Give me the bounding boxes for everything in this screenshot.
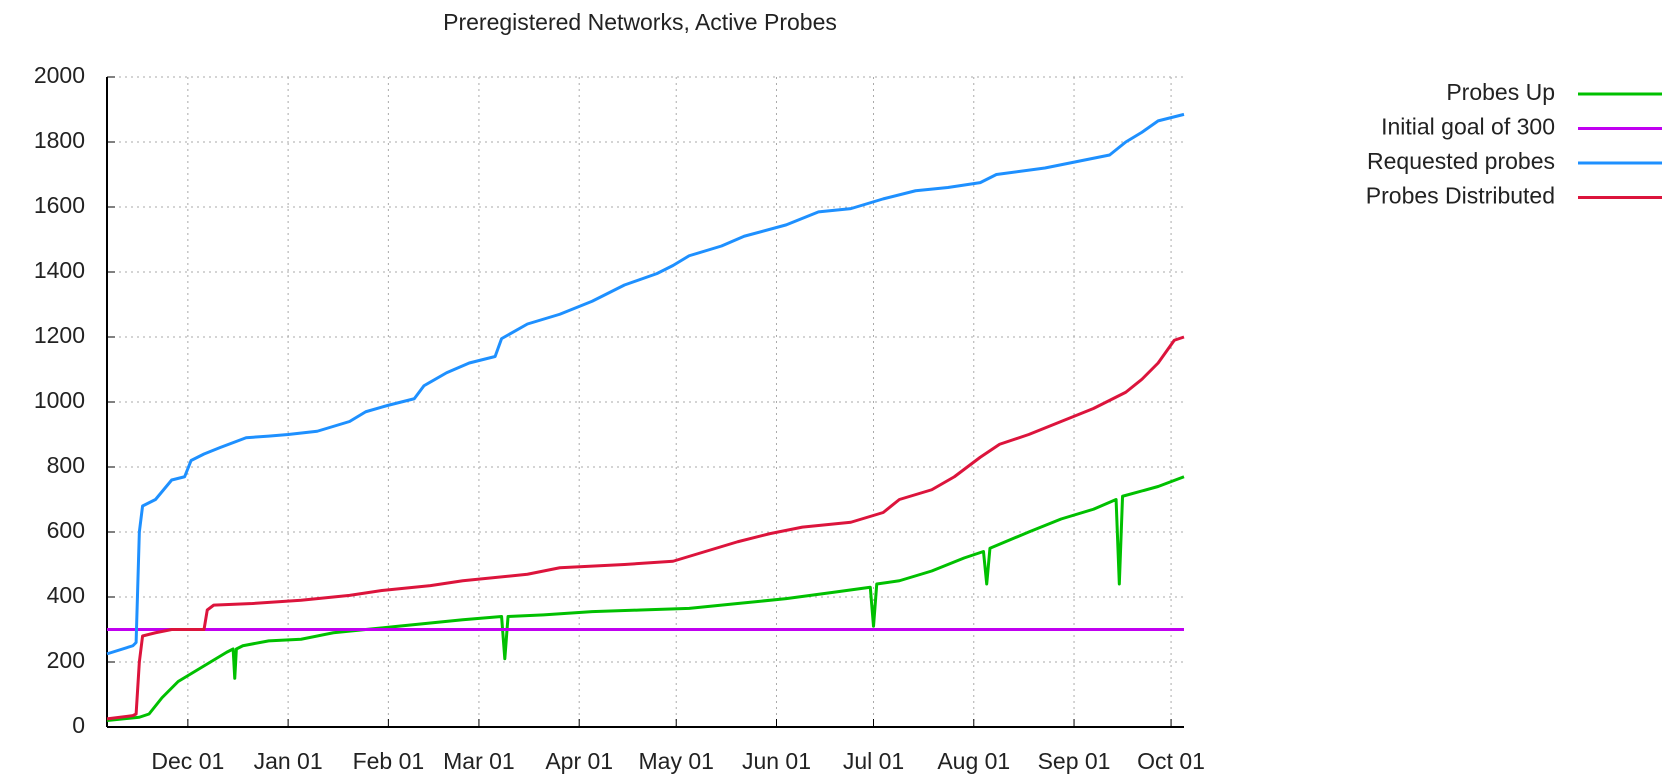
y-tick-label: 1800 [34,127,85,153]
y-tick-label: 2000 [34,62,85,88]
x-tick-label: Jul 01 [843,748,904,774]
legend-label: Requested probes [1367,148,1555,174]
y-tick-label: 400 [47,582,85,608]
y-tick-label: 1600 [34,192,85,218]
series-line [106,335,1185,721]
x-tick-label: Mar 01 [443,748,515,774]
chart-title: Preregistered Networks, Active Probes [443,9,837,35]
x-tick-label: Feb 01 [353,748,425,774]
x-tick-label: Oct 01 [1137,748,1205,774]
legend-label: Probes Distributed [1366,183,1555,209]
y-tick-label: 1000 [34,387,85,413]
x-tick-label: Apr 01 [545,748,613,774]
y-tick-label: 600 [47,517,85,543]
y-tick-label: 0 [72,712,85,738]
y-tick-label: 1200 [34,322,85,348]
x-tick-label: Sep 01 [1038,748,1111,774]
y-tick-label: 800 [47,452,85,478]
x-tick-label: May 01 [639,748,714,774]
y-tick-label: 200 [47,647,85,673]
series-line [106,475,1185,722]
x-tick-label: Jan 01 [254,748,323,774]
x-tick-label: Jun 01 [742,748,811,774]
x-tick-label: Dec 01 [151,748,224,774]
y-tick-label: 1400 [34,257,85,283]
legend-label: Probes Up [1446,79,1555,105]
legend-label: Initial goal of 300 [1381,114,1555,140]
x-tick-label: Aug 01 [937,748,1010,774]
series-line [106,112,1185,656]
